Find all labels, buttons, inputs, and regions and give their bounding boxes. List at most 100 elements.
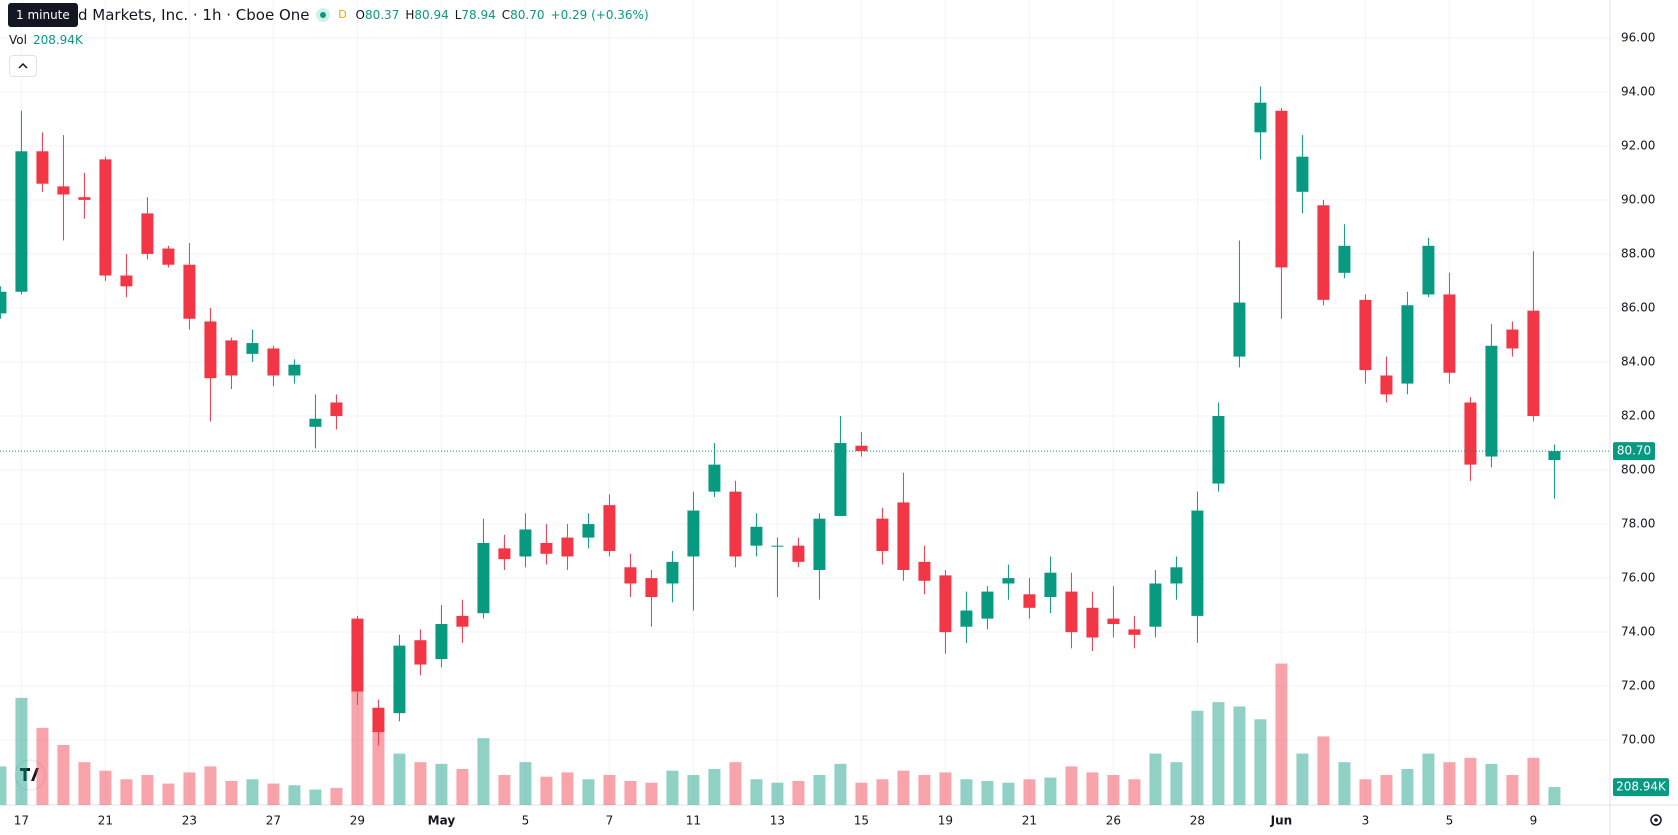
volume-bar <box>1170 762 1183 805</box>
volume-bar <box>540 776 553 805</box>
volume-bar <box>1317 736 1330 805</box>
candle-body <box>960 610 973 627</box>
volume-bar <box>498 775 511 805</box>
candle-body <box>1401 305 1414 384</box>
volume-bar <box>456 769 469 805</box>
candle-body <box>414 640 427 665</box>
volume-bar <box>1401 769 1414 805</box>
candle-body <box>1191 510 1204 616</box>
h-key: H <box>405 8 415 22</box>
candle-body <box>1107 618 1120 625</box>
candle-body <box>1065 591 1078 633</box>
volume-bar <box>960 779 973 805</box>
candle-body <box>1506 329 1519 349</box>
tv-logo <box>14 759 46 791</box>
candle-body <box>225 340 238 376</box>
volume-bar <box>309 789 322 805</box>
collapse-button[interactable] <box>9 55 37 77</box>
x-tick-label: 3 <box>1362 814 1370 828</box>
y-tick-label: 88.00 <box>1621 246 1655 260</box>
candle-body <box>1254 102 1267 133</box>
y-tick-label: 70.00 <box>1621 733 1655 747</box>
volume-bar <box>1044 777 1057 805</box>
l-key: L <box>454 8 462 22</box>
x-tick-label: 5 <box>1446 814 1454 828</box>
candle-body <box>477 542 490 614</box>
volume-bar <box>1254 719 1267 805</box>
candle-body <box>1380 375 1393 395</box>
x-tick-label: 15 <box>854 814 869 828</box>
volume-tag-label: 208.94K <box>1616 780 1667 794</box>
candle-body <box>246 343 259 354</box>
candle-body <box>1149 583 1162 627</box>
y-tick-label: 90.00 <box>1621 192 1655 206</box>
candle-body <box>288 364 301 376</box>
x-tick-label: 17 <box>14 814 29 828</box>
candle-body <box>729 491 742 557</box>
candle-body <box>939 575 952 633</box>
legend-row: Robinhood Markets, Inc. · 1h · Cboe One … <box>8 6 649 24</box>
candle-body <box>687 510 700 557</box>
candle-body <box>162 248 175 265</box>
candle-body <box>792 545 805 562</box>
volume-bar <box>813 775 826 805</box>
candle-body <box>1275 110 1288 268</box>
volume-bar <box>918 775 931 805</box>
l-value: 78.94 <box>461 8 496 22</box>
volume-bar <box>939 772 952 805</box>
volume-bar <box>477 738 490 805</box>
volume-bar <box>1107 775 1120 805</box>
candle-body <box>561 537 574 557</box>
volume-title: Vol <box>9 33 27 47</box>
volume-bar <box>1002 782 1015 805</box>
tooltip: 1 minute <box>8 3 78 27</box>
volume-bar <box>1212 702 1225 805</box>
volume-bar <box>1485 763 1498 805</box>
volume-value: 208.94K <box>32 33 83 47</box>
candle-body <box>1464 402 1477 465</box>
x-tick-label: 19 <box>938 814 953 828</box>
candle-body <box>582 524 595 538</box>
x-tick-label: 27 <box>266 814 281 828</box>
volume-bar <box>1464 757 1477 805</box>
candle-body <box>183 264 196 319</box>
candle-body <box>36 151 49 184</box>
candle-body <box>456 615 469 627</box>
candle-body <box>372 707 385 733</box>
volume-bar <box>1506 775 1519 805</box>
x-tick-label: 11 <box>686 814 701 828</box>
candle-body <box>204 321 217 379</box>
settings-icon[interactable] <box>1650 814 1662 826</box>
volume-bar <box>435 763 448 805</box>
volume-bar <box>855 782 868 805</box>
volume-bar <box>1149 753 1162 805</box>
candle-body <box>645 578 658 597</box>
volume-bar <box>1380 775 1393 805</box>
candle-body <box>1422 245 1435 295</box>
volume-bar <box>708 769 721 805</box>
y-tick-label: 72.00 <box>1621 679 1655 693</box>
symbol-title: Robinhood Markets, Inc. · 1h · Cboe One <box>8 6 310 24</box>
volume-bar <box>1233 706 1246 805</box>
o-key: O <box>355 8 365 22</box>
x-tick-label: 28 <box>1190 814 1205 828</box>
candle-body <box>99 159 112 276</box>
candle-body <box>771 545 784 547</box>
volume-bar <box>897 770 910 805</box>
h-value: 80.94 <box>414 8 449 22</box>
candle-body <box>981 591 994 619</box>
volume-bar <box>15 697 28 805</box>
volume-bar <box>1443 762 1456 805</box>
volume-bar <box>141 775 154 805</box>
volume-bar <box>246 779 259 805</box>
volume-bar <box>288 785 301 805</box>
candle-body <box>1338 245 1351 273</box>
volume-bar <box>120 779 133 805</box>
x-tick-label: 23 <box>182 814 197 828</box>
volume-bar <box>729 762 742 805</box>
volume-legend: Vol 208.94K <box>9 33 83 47</box>
candle-body <box>57 186 70 195</box>
candle-body <box>1170 567 1183 584</box>
y-tick-label: 84.00 <box>1621 354 1655 368</box>
candle-body <box>708 464 721 492</box>
